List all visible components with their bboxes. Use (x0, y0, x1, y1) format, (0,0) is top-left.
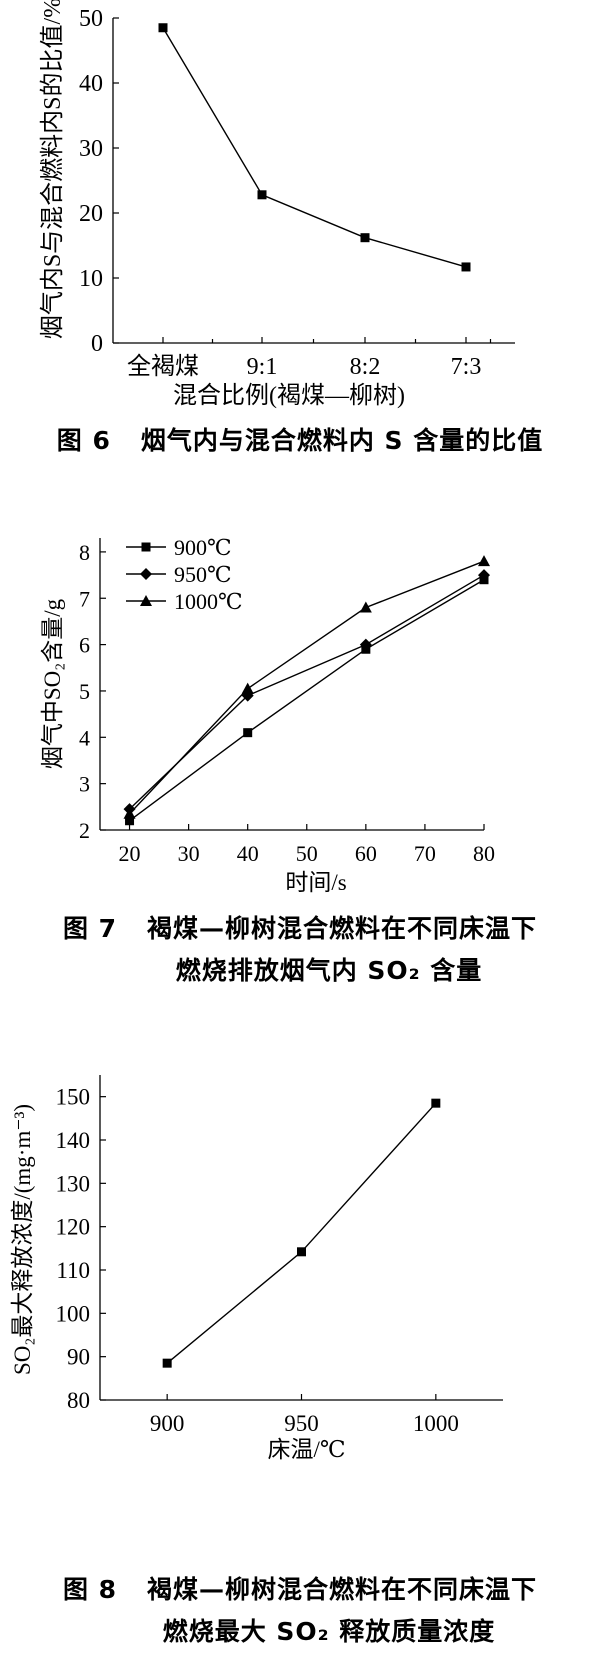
x-tick-label: 70 (414, 841, 436, 866)
figure-6: 0 10 20 30 40 50 全褐煤 9:1 8:2 7:3 混合比例(褐煤—柳树) 烟气内S与混… (0, 0, 600, 470)
series-line-0 (166, 1102, 437, 1364)
y-tick-label: 80 (67, 1388, 90, 1413)
figure-6-title: 烟气内与混合燃料内 S 含量的比值 (140, 426, 544, 455)
y-tick-label: 30 (79, 136, 103, 162)
x-tick-label: 60 (355, 841, 377, 866)
x-axis-label: 床温/℃ (267, 1437, 345, 1462)
y-tick-label: 90 (67, 1345, 90, 1370)
data-point (359, 601, 372, 613)
y-tick-label: 5 (79, 679, 90, 704)
x-tick-label: 1000 (413, 1411, 459, 1436)
y-tick-label: 130 (56, 1171, 91, 1196)
x-tick-label: 全褐煤 (127, 353, 199, 380)
y-tick-label: 110 (56, 1258, 90, 1283)
data-point (241, 682, 254, 694)
figure-7-number: 图 7 (62, 914, 118, 943)
y-tick-label: 6 (79, 633, 90, 658)
y-tick-label: 20 (79, 201, 103, 227)
figure-7-title: 褐煤—柳树混合燃料在不同床温下 (147, 914, 538, 943)
figure-7-caption: 图 7 褐煤—柳树混合燃料在不同床温下 燃烧排放烟气内 SO₂ 含量 (0, 908, 600, 992)
legend-label: 950℃ (174, 562, 232, 587)
x-tick-label: 8:2 (350, 354, 381, 380)
data-point (297, 1247, 306, 1257)
data-point (359, 638, 372, 651)
figure-6-caption: 图 6 烟气内与混合燃料内 S 含量的比值 (0, 420, 600, 462)
data-point (125, 816, 135, 826)
x-tick-label: 80 (473, 841, 495, 866)
y-tick-label: 150 (56, 1085, 91, 1110)
plot-layer: 0 10 20 30 40 50 全褐煤 9:1 8:2 7:3 混合比例(褐煤—柳树) 烟气内S与混… (39, 0, 515, 409)
figure-7: 2 3 4 5 6 7 8 20 30 40 50 60 70 80 时间/s 烟气中SO₂含量/g 900℃ 9… (0, 520, 600, 1060)
data-point (478, 569, 490, 582)
x-tick-label: 7:3 (451, 354, 482, 380)
data-point (478, 555, 490, 567)
x-tick-label: 50 (296, 841, 318, 866)
legend-marker (140, 595, 152, 606)
legend-label: 900℃ (174, 535, 232, 560)
x-tick-label: 20 (119, 841, 141, 866)
chart-6: 0 10 20 30 40 50 全褐煤 9:1 8:2 7:3 混合比例(褐煤—柳树) 烟气内S与混… (39, 0, 515, 409)
x-tick-label: 40 (237, 841, 259, 866)
data-point (360, 233, 370, 243)
figure-7-title-line2: 燃烧排放烟气内 SO₂ 含量 (175, 956, 483, 985)
data-point (162, 1358, 172, 1368)
series-line-0 (162, 27, 467, 268)
data-point (431, 1098, 441, 1108)
figure-8-number: 图 8 (62, 1575, 118, 1604)
series-line-0 (129, 579, 485, 822)
series-line-2 (129, 560, 485, 815)
y-tick-label: 10 (79, 266, 103, 292)
y-tick-label: 100 (56, 1301, 91, 1326)
y-tick-label: 120 (56, 1215, 91, 1240)
series-line-1 (129, 574, 485, 810)
y-axis-label: 烟气中SO₂含量/g (40, 598, 65, 769)
legend-marker (141, 542, 151, 552)
figure-6-number: 图 6 (56, 426, 111, 455)
x-tick-label: 30 (178, 841, 200, 866)
plot-layer: 2 3 4 5 6 7 8 20 30 40 50 60 70 80 时间/s 烟气中SO₂含量/g 900℃9… (40, 535, 495, 895)
legend-marker (140, 568, 152, 580)
data-point (257, 190, 267, 200)
y-tick-label: 140 (56, 1128, 91, 1153)
chart-8: 80 90 100 110 120 130 140 150 900 950 1000 床温/℃ SO₂最… (10, 1075, 503, 1462)
x-tick-label: 900 (150, 1411, 185, 1436)
x-axis-label: 时间/s (285, 870, 346, 895)
x-axis-label: 混合比例(褐煤—柳树) (173, 382, 405, 409)
x-tick-label: 9:1 (247, 354, 278, 380)
y-tick-label: 40 (79, 71, 103, 97)
figure-8-caption: 图 8 褐煤—柳树混合燃料在不同床温下 燃烧最大 SO₂ 释放质量浓度 (0, 1569, 600, 1653)
y-tick-label: 7 (79, 586, 90, 611)
data-point (158, 23, 168, 33)
y-tick-label: 8 (79, 540, 90, 565)
y-tick-label: 50 (79, 6, 103, 32)
chart-7: 2 3 4 5 6 7 8 20 30 40 50 60 70 80 时间/s 烟气中SO₂含量/g 900℃9… (40, 535, 495, 895)
figure-8-title-line2: 燃烧最大 SO₂ 释放质量浓度 (162, 1617, 496, 1646)
figure-8: 80 90 100 110 120 130 140 150 900 950 1000 床温/℃ SO₂最… (0, 1075, 600, 1665)
data-point (241, 689, 254, 702)
y-tick-label: 0 (91, 331, 103, 357)
y-tick-label: 4 (79, 725, 90, 750)
figure-8-title: 褐煤—柳树混合燃料在不同床温下 (147, 1575, 538, 1604)
legend-label: 1000℃ (174, 589, 243, 614)
x-tick-label: 950 (284, 1411, 319, 1436)
y-tick-label: 2 (79, 818, 90, 843)
data-point (123, 807, 136, 819)
data-point (461, 262, 471, 272)
y-axis-label: 烟气内S与混合燃料内S的比值/% (39, 0, 66, 339)
y-tick-label: 3 (79, 772, 90, 797)
data-point (243, 728, 253, 738)
plot-layer: 80 90 100 110 120 130 140 150 900 950 1000 床温/℃ SO₂最… (10, 1075, 503, 1462)
y-axis-label: SO₂最大释放浓度/(mg·m⁻³) (10, 1104, 35, 1375)
